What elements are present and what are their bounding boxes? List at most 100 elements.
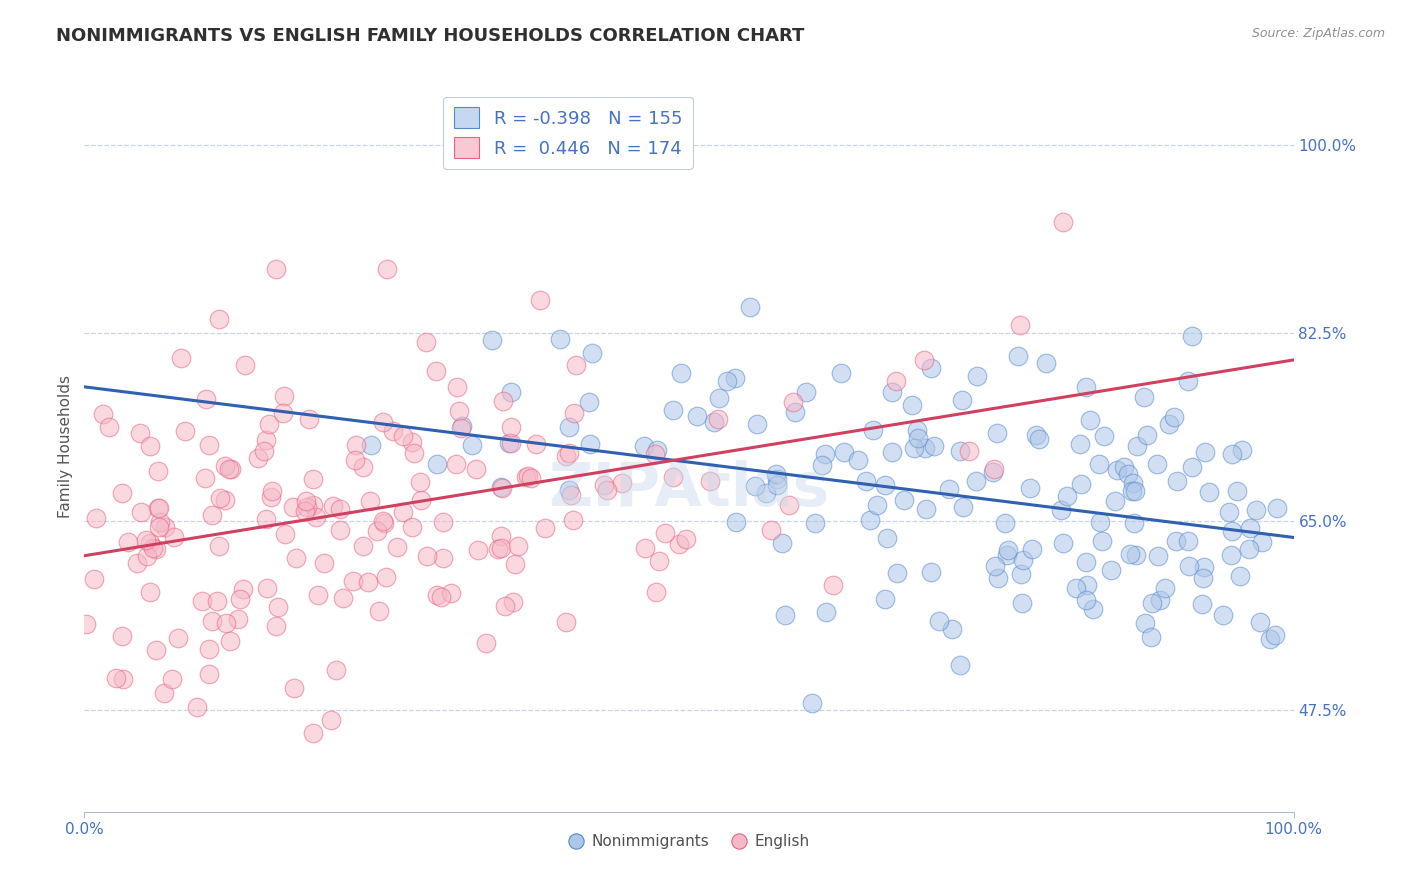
Point	[329, 523, 352, 537]
Point	[965, 474, 987, 488]
Point	[301, 471, 323, 485]
Point	[1191, 571, 1213, 585]
Point	[949, 443, 972, 458]
Point	[247, 451, 270, 466]
Point	[274, 527, 297, 541]
Point	[1074, 593, 1097, 607]
Point	[1087, 457, 1109, 471]
Point	[139, 536, 162, 550]
Point	[256, 582, 278, 596]
Point	[981, 465, 1004, 479]
Point	[432, 515, 454, 529]
Point	[562, 406, 585, 420]
Point	[1105, 462, 1128, 476]
Point	[197, 642, 219, 657]
Point	[146, 500, 169, 515]
Point	[83, 572, 105, 586]
Point	[755, 486, 778, 500]
Point	[352, 539, 374, 553]
Point	[866, 499, 889, 513]
Point	[675, 533, 697, 547]
Point	[524, 436, 547, 450]
Point	[1021, 541, 1043, 556]
Point	[558, 483, 581, 497]
Text: ZIPAtlas: ZIPAtlas	[548, 460, 830, 519]
Point	[446, 380, 468, 394]
Point	[648, 553, 671, 567]
Point	[1180, 328, 1202, 343]
Point	[1218, 505, 1240, 519]
Point	[302, 498, 325, 512]
Point	[957, 443, 980, 458]
Point	[367, 604, 389, 618]
Point	[846, 452, 869, 467]
Point	[595, 483, 617, 497]
Point	[302, 726, 325, 740]
Point	[984, 558, 1007, 573]
Point	[104, 672, 127, 686]
Point	[129, 425, 152, 440]
Point	[401, 520, 423, 534]
Point	[352, 459, 374, 474]
Point	[208, 312, 231, 326]
Point	[1198, 485, 1220, 500]
Point	[920, 565, 942, 579]
Point	[1112, 459, 1135, 474]
Point	[1146, 549, 1168, 564]
Point	[1052, 536, 1074, 550]
Point	[226, 612, 249, 626]
Point	[207, 594, 229, 608]
Point	[900, 398, 922, 412]
Point	[1212, 607, 1234, 622]
Point	[505, 557, 527, 571]
Point	[724, 515, 747, 529]
Point	[761, 523, 783, 537]
Point	[375, 570, 398, 584]
Point	[766, 477, 789, 491]
Point	[1122, 475, 1144, 490]
Point	[166, 631, 188, 645]
Point	[1099, 563, 1122, 577]
Point	[1149, 592, 1171, 607]
Point	[392, 505, 415, 519]
Point	[986, 426, 1008, 441]
Point	[1140, 630, 1163, 644]
Text: NONIMMIGRANTS VS ENGLISH FAMILY HOUSEHOLDS CORRELATION CHART: NONIMMIGRANTS VS ENGLISH FAMILY HOUSEHOL…	[56, 27, 804, 45]
Point	[952, 500, 974, 514]
Point	[1258, 632, 1281, 647]
Point	[581, 345, 603, 359]
Point	[359, 493, 381, 508]
Point	[207, 539, 229, 553]
Text: Source: ZipAtlas.com: Source: ZipAtlas.com	[1251, 27, 1385, 40]
Point	[914, 501, 936, 516]
Point	[565, 358, 588, 372]
Point	[117, 534, 139, 549]
Point	[766, 472, 789, 486]
Point	[152, 686, 174, 700]
Point	[520, 471, 543, 485]
Y-axis label: Family Households: Family Households	[58, 375, 73, 517]
Point	[862, 423, 884, 437]
Point	[214, 458, 236, 473]
Point	[111, 629, 134, 643]
Point	[1157, 417, 1180, 431]
Point	[153, 519, 176, 533]
Point	[499, 420, 522, 434]
Point	[884, 375, 907, 389]
Point	[294, 504, 316, 518]
Point	[773, 607, 796, 622]
Point	[1220, 524, 1243, 539]
Point	[136, 549, 159, 563]
Point	[360, 438, 382, 452]
Point	[295, 500, 318, 514]
Point	[534, 521, 557, 535]
Point	[882, 444, 904, 458]
Point	[502, 594, 524, 608]
Point	[125, 557, 148, 571]
Point	[464, 461, 486, 475]
Point	[377, 262, 399, 277]
Point	[661, 470, 683, 484]
Point	[1010, 567, 1032, 582]
Point	[425, 364, 447, 378]
Point	[232, 582, 254, 596]
